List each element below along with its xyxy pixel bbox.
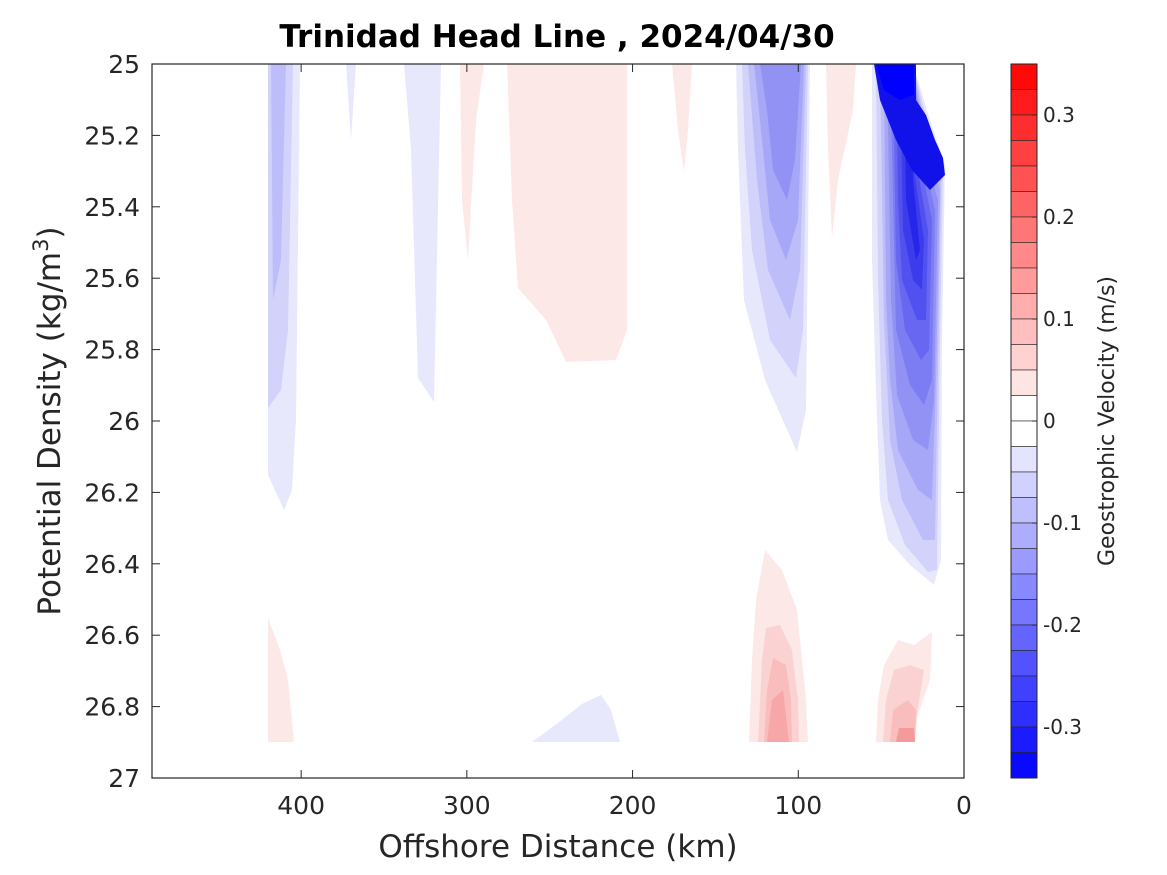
x-tick-label: 400 bbox=[277, 791, 325, 820]
contour-feature-offshore-positive bbox=[826, 64, 856, 238]
x-axis-ticks: 400 300 200 100 0 bbox=[277, 64, 972, 820]
colorbar-band bbox=[1010, 752, 1038, 779]
colorbar-band bbox=[1010, 650, 1038, 677]
colorbar-band bbox=[1010, 267, 1038, 294]
colorbar-label: Geostrophic Velocity (m/s) bbox=[1095, 276, 1120, 566]
x-axis-label: Offshore Distance (km) bbox=[378, 829, 737, 865]
colorbar-band bbox=[1010, 471, 1038, 498]
x-tick-label: 0 bbox=[956, 791, 972, 820]
contour-feature-central-positive bbox=[507, 64, 627, 362]
y-axis-label-close: ) bbox=[32, 226, 68, 238]
colorbar-band bbox=[1010, 165, 1038, 192]
contour-feature-thin-negative bbox=[346, 64, 356, 140]
colorbar-bands bbox=[1010, 63, 1038, 779]
colorbar-band bbox=[1010, 446, 1038, 473]
y-tick-label: 26.4 bbox=[84, 550, 140, 579]
colorbar-band bbox=[1010, 344, 1038, 371]
colorbar-tick-label: 0.3 bbox=[1043, 103, 1075, 127]
colorbar-band bbox=[1010, 522, 1038, 549]
y-tick-label: 26.6 bbox=[84, 621, 140, 650]
x-tick-label: 200 bbox=[609, 791, 657, 820]
x-tick-label: 300 bbox=[443, 791, 491, 820]
colorbar-band bbox=[1010, 293, 1038, 320]
colorbar-band bbox=[1010, 140, 1038, 167]
colorbar-tick-label: 0.2 bbox=[1043, 205, 1075, 229]
colorbar-band bbox=[1010, 395, 1038, 422]
y-tick-label: 26 bbox=[108, 407, 140, 436]
colorbar-band bbox=[1010, 114, 1038, 141]
colorbar-band bbox=[1010, 191, 1038, 218]
colorbar-frame bbox=[1010, 63, 1038, 779]
contour-feature-coastal-positive bbox=[876, 632, 932, 742]
y-tick-label: 25.6 bbox=[84, 264, 140, 293]
chart-title: Trinidad Head Line , 2024/04/30 bbox=[279, 19, 834, 55]
colorbar-band bbox=[1010, 726, 1038, 753]
colorbar-band bbox=[1010, 599, 1038, 626]
y-tick-label: 25 bbox=[108, 50, 140, 79]
y-tick-label: 25.4 bbox=[84, 193, 140, 222]
colorbar-band bbox=[1010, 369, 1038, 396]
contour-feature-deep-east-positive bbox=[749, 550, 808, 742]
colorbar-tick-label: -0.2 bbox=[1043, 613, 1082, 637]
contour-feature-coastal-negative bbox=[872, 64, 945, 585]
y-axis-label: Potential Density (kg/m3) bbox=[29, 226, 68, 615]
colorbar-band bbox=[1010, 675, 1038, 702]
colorbar-band bbox=[1010, 701, 1038, 728]
y-axis-label-superscript: 3 bbox=[29, 238, 53, 251]
colorbar-tick-label: 0.1 bbox=[1043, 307, 1075, 331]
colorbar-band bbox=[1010, 242, 1038, 269]
plot-frame bbox=[151, 63, 965, 779]
contour-feature-mid-negative bbox=[404, 64, 441, 402]
colorbar-band bbox=[1010, 216, 1038, 243]
colorbar-band bbox=[1010, 624, 1038, 651]
contour-feature-deep-west-positive bbox=[268, 618, 294, 742]
colorbar-band bbox=[1010, 573, 1038, 600]
colorbar-band bbox=[1010, 497, 1038, 524]
plot-area: 400 300 200 100 0 25 25.2 25.4 25.6 25.8 26 26.2 26… bbox=[84, 50, 972, 820]
y-axis-label-main: Potential Density (kg/m bbox=[32, 252, 68, 616]
colorbar-ticks: 0.3 0.2 0.1 0 -0.1 -0.2 -0.3 bbox=[1032, 103, 1082, 739]
contour-feature-deep-negative bbox=[532, 695, 620, 742]
contour-feature-shelf-positive bbox=[460, 64, 484, 260]
y-tick-label: 25.8 bbox=[84, 336, 140, 365]
contour-feature-eastern-negative bbox=[736, 64, 810, 452]
colorbar-band bbox=[1010, 548, 1038, 575]
colorbar-band bbox=[1010, 318, 1038, 345]
x-tick-label: 100 bbox=[774, 791, 822, 820]
colorbar-tick-label: -0.3 bbox=[1043, 715, 1082, 739]
colorbar-band bbox=[1010, 420, 1038, 447]
contour-fill-group bbox=[268, 64, 945, 742]
colorbar-tick-label: 0 bbox=[1043, 409, 1056, 433]
contour-feature-narrow-positive bbox=[672, 64, 692, 172]
contour-feature-west-negative bbox=[268, 64, 300, 510]
colorbar-tick-label: -0.1 bbox=[1043, 511, 1082, 535]
y-tick-label: 25.2 bbox=[84, 121, 140, 150]
y-tick-label: 26.2 bbox=[84, 478, 140, 507]
y-axis-ticks: 25 25.2 25.4 25.6 25.8 26 26.2 26.4 26.6 26.8 27 bbox=[84, 50, 964, 793]
colorbar-band bbox=[1010, 63, 1038, 90]
y-tick-label: 27 bbox=[108, 764, 140, 793]
colorbar: 0.3 0.2 0.1 0 -0.1 -0.2 -0.3 bbox=[1010, 63, 1082, 779]
colorbar-band bbox=[1010, 89, 1038, 116]
y-tick-label: 26.8 bbox=[84, 693, 140, 722]
